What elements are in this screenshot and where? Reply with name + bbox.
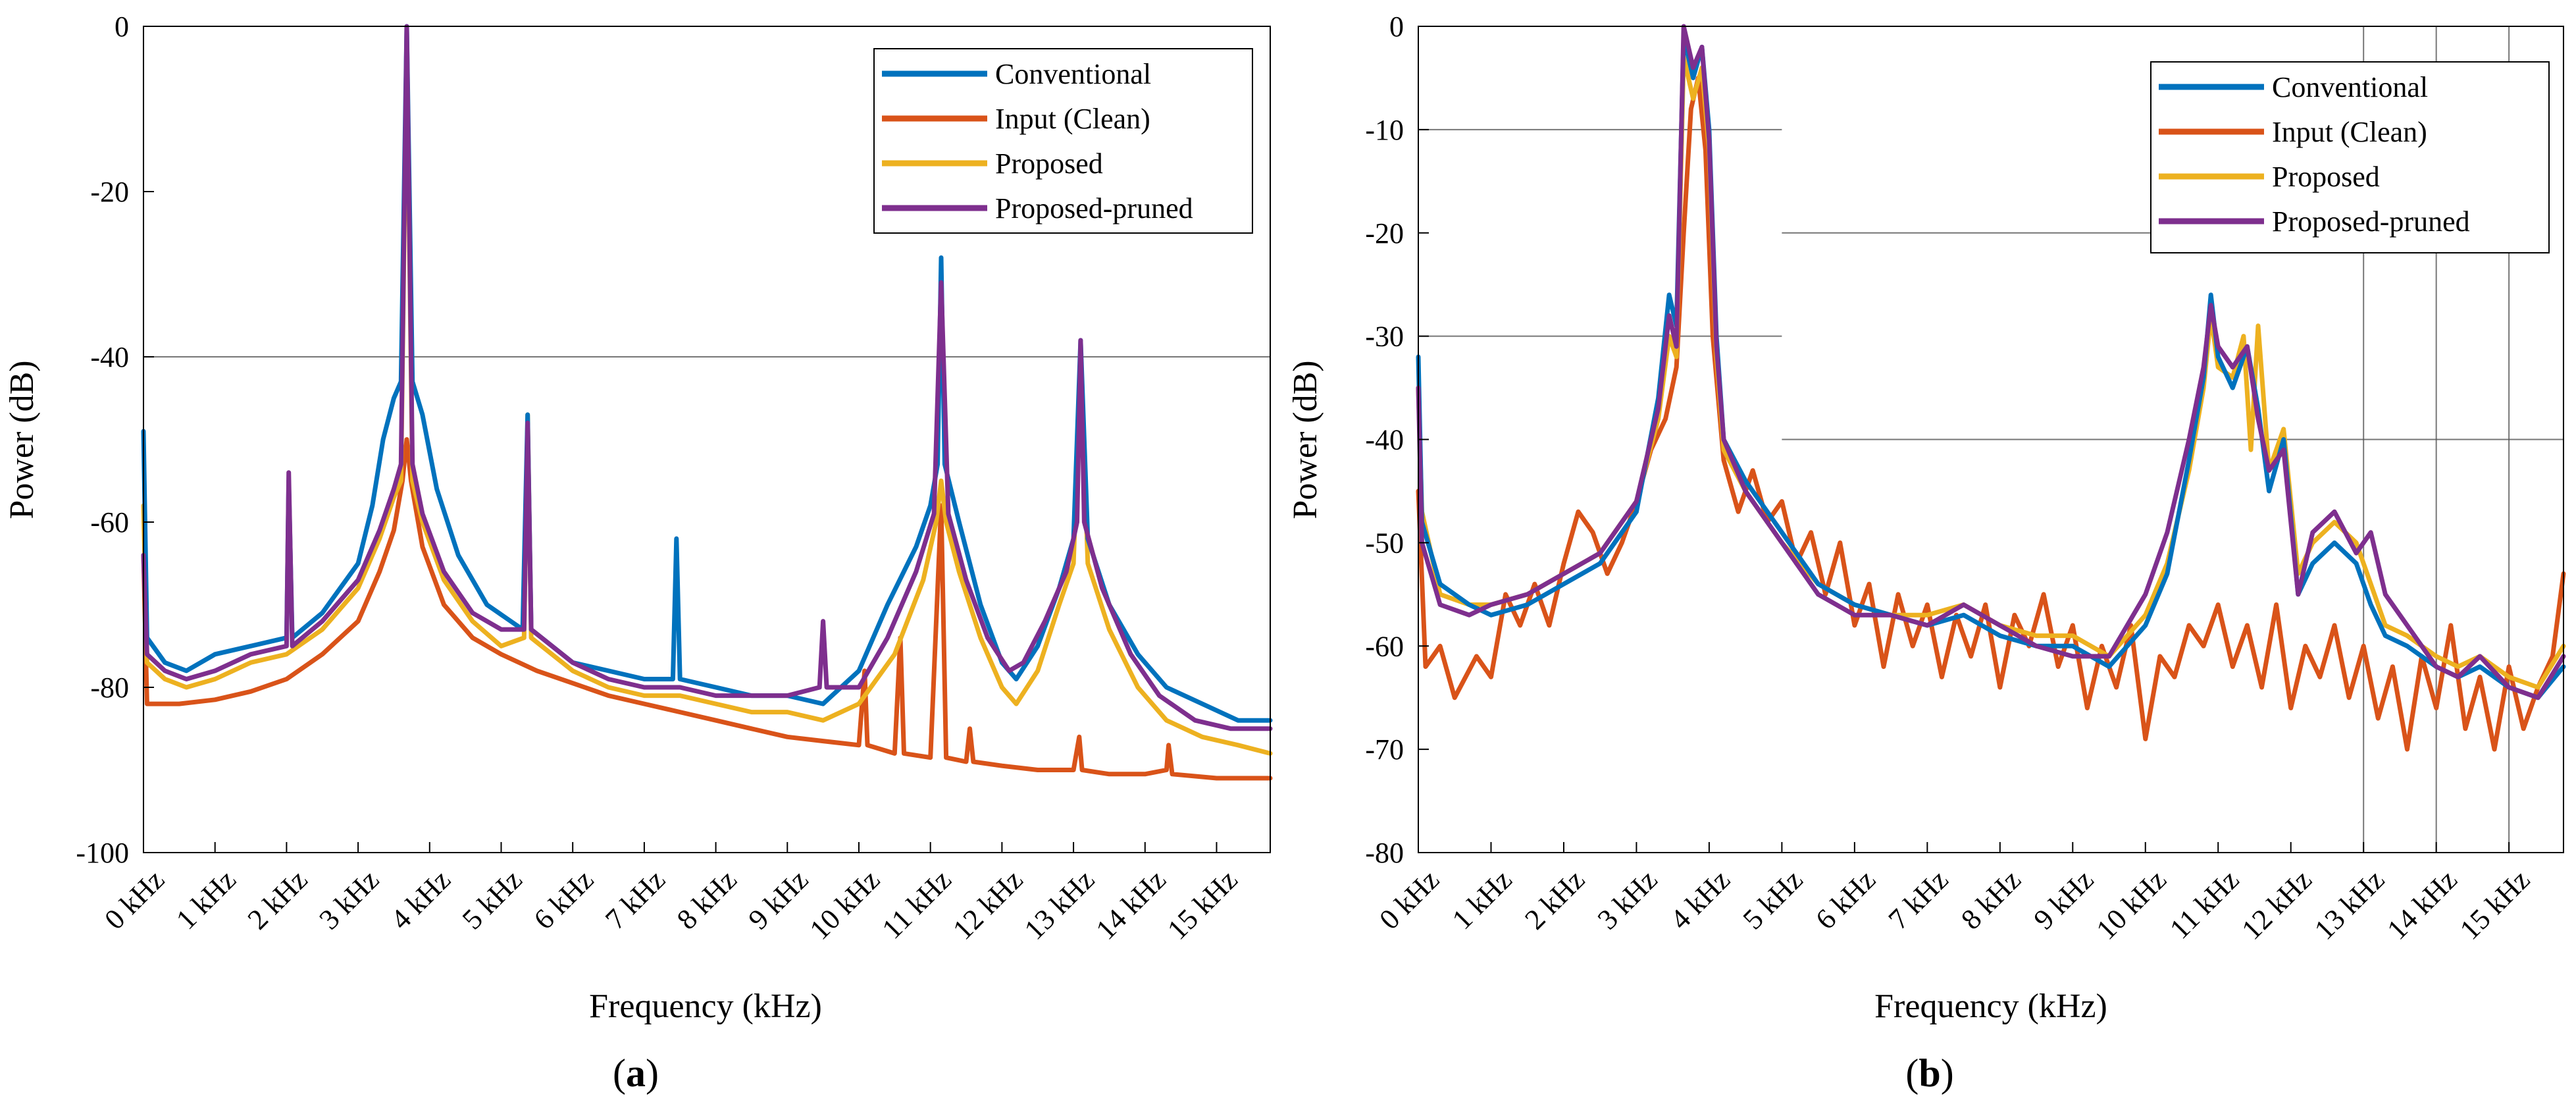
x-tick-label: 13 kHz [2308,863,2390,945]
y-tick-label: -40 [90,341,129,373]
xtick-labels-b: 0 kHz 1 kHz 2 kHz 3 kHz 4 kHz 5 kHz 6 kHz 7 kHz… [1373,863,2536,945]
x-tick-label: 4 kHz [1664,863,1736,936]
panel-b: 0 kHz 1 kHz 2 kHz 3 kHz 4 kHz 5 kHz 6 kHz 7 kHz… [1287,11,2566,1095]
legend-entries-b: Conventional Input (Clean) Proposed Propose… [2159,71,2470,238]
legend-b: Conventional Input (Clean) Proposed Propose… [2150,61,2550,253]
x-tick-label: 1 kHz [1446,863,1518,936]
y-tick-label: -70 [1365,733,1404,766]
y-tick-label: -20 [1365,217,1404,250]
x-tick-label: 12 kHz [2235,863,2317,945]
x-tick-label: 5 kHz [456,863,528,936]
x-tick-label: 12 kHz [946,863,1029,945]
x-tick-label: 2 kHz [1518,863,1591,936]
x-tick-label: 8 kHz [671,863,743,936]
panel-label-b: (b) [1905,1051,1953,1095]
x-tick-label: 11 kHz [876,863,958,945]
y-tick-label: -80 [90,672,129,704]
legend-label-proposed-pruned: Proposed-pruned [995,192,1193,225]
x-tick-label: 13 kHz [1018,863,1100,945]
x-tick-label: 10 kHz [2090,863,2173,945]
x-tick-label: 6 kHz [1809,863,1882,936]
ytick-labels-a: 0 -20 -40 -60 -80 -100 [76,11,129,869]
y-tick-label: 0 [1389,11,1404,43]
y-tick-label: -100 [76,837,129,869]
legend-label-input-clean: Input (Clean) [995,103,1150,135]
y-axis-title-b: Power (dB) [1287,360,1324,519]
y-axis-title-a: Power (dB) [3,360,41,519]
x-tick-label: 9 kHz [2028,863,2100,936]
x-axis-title-a: Frequency (kHz) [589,988,822,1025]
x-tick-label: 3 kHz [313,863,385,936]
x-tick-label: 9 kHz [742,863,815,936]
legend-label-proposed: Proposed [995,147,1103,180]
x-axis-title-b: Frequency (kHz) [1874,988,2107,1025]
x-tick-label: 0 kHz [1373,863,1445,936]
x-tick-label: 2 kHz [242,863,314,936]
panel-label-a-letter: a [626,1051,646,1095]
y-tick-label: -60 [90,506,129,539]
series-line-input-clean [141,437,1273,781]
x-tick-label: 0 kHz [98,863,170,936]
x-tick-label: 7 kHz [1882,863,1955,936]
axes-box-a [143,26,1271,853]
series-line-input-clean [1416,75,2566,752]
series-b [1416,24,2566,752]
x-tick-label: 14 kHz [1090,863,1172,945]
ytick-labels-b: 0 -10 -20 -30 -40 -50 -60 -70 -80 [1365,11,1404,869]
y-tick-label: -80 [1365,837,1404,869]
panel-label-b-letter: b [1919,1051,1940,1095]
legend-label-input-clean: Input (Clean) [2272,116,2427,148]
panel-label-a: (a) [613,1051,659,1095]
x-tick-label: 7 kHz [599,863,671,936]
series-line-proposed-pruned [1416,24,2566,700]
legend-label-conventional: Conventional [2272,71,2428,103]
y-tick-label: -30 [1365,321,1404,353]
series-a [141,24,1273,781]
x-tick-label: 10 kHz [804,863,886,945]
series-line-proposed [141,40,1273,756]
y-tick-label: -20 [90,176,129,208]
x-tick-label: 6 kHz [528,863,600,936]
x-tick-label: 3 kHz [1591,863,1664,936]
legend-label-conventional: Conventional [995,58,1151,90]
x-tick-label: 14 kHz [2381,863,2463,945]
x-tick-label: 15 kHz [2454,863,2536,945]
series-line-proposed-pruned [141,24,1273,731]
legend-a: Conventional Input (Clean) Proposed Propose… [873,48,1253,234]
y-tick-label: -50 [1365,527,1404,559]
x-tick-label: 8 kHz [1955,863,2027,936]
y-tick-label: -60 [1365,630,1404,662]
y-tick-label: -10 [1365,114,1404,146]
x-tick-label: 1 kHz [170,863,242,936]
legend-entries-a: Conventional Input (Clean) Proposed Propose… [882,58,1193,225]
x-tick-label: 15 kHz [1161,863,1243,945]
legend-box-a [873,48,1253,234]
y-tick-label: -40 [1365,424,1404,456]
legend-label-proposed: Proposed [2272,161,2380,193]
ticks-b [1418,26,2510,853]
ticks-a [143,26,1218,853]
x-tick-label: 4 kHz [384,863,457,936]
y-tick-label: 0 [115,11,129,43]
x-tick-label: 5 kHz [1737,863,1809,936]
legend-label-proposed-pruned: Proposed-pruned [2272,205,2470,238]
x-tick-label: 11 kHz [2163,863,2245,945]
